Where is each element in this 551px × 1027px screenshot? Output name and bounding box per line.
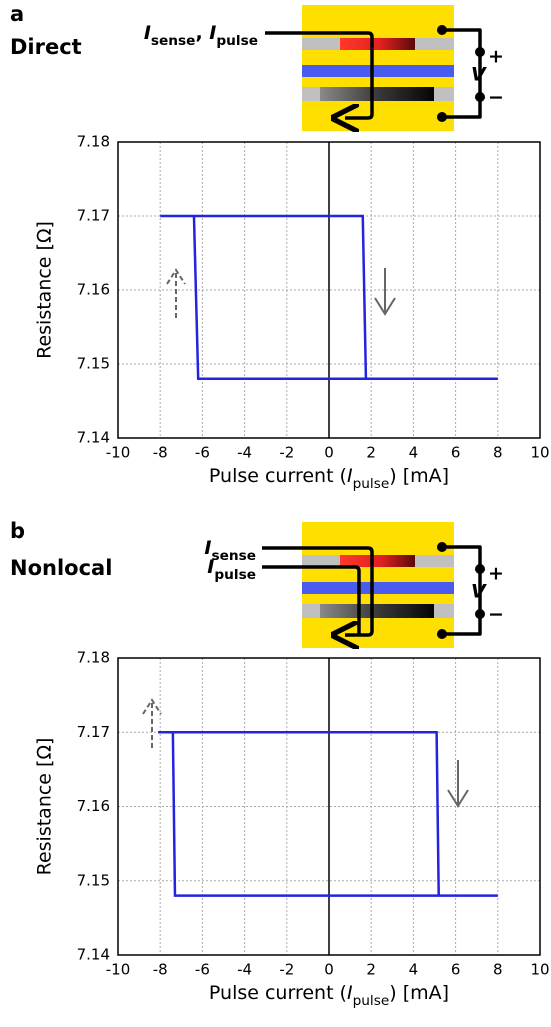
y-tick-label: 7.16 (77, 797, 110, 815)
label-part: ) [mA] (389, 982, 449, 1004)
x-tick-label: -6 (195, 961, 210, 979)
x-tick-label: -4 (237, 444, 252, 462)
switch-arrow-up (166, 268, 186, 318)
label-part: sense (151, 33, 196, 49)
current-wire (262, 565, 361, 635)
layer-bottom-magnet (320, 604, 434, 618)
x-tick-label: 8 (493, 444, 503, 462)
label-part: I (144, 22, 151, 44)
label-part: I (347, 982, 353, 1004)
layer-blue (302, 582, 454, 594)
voltage-wire (442, 28, 482, 119)
label-part: Pulse current ( (209, 465, 347, 487)
x-tick-label: 6 (451, 961, 461, 979)
x-tick-label: -10 (106, 444, 131, 462)
hysteresis-loop (158, 731, 498, 897)
x-tick-label: -8 (153, 961, 168, 979)
label-part: sense (211, 548, 256, 564)
voltage-wire (442, 545, 482, 636)
contact (475, 92, 485, 102)
label-part: I (209, 22, 216, 44)
current-wire (262, 546, 374, 635)
minus-label: − (488, 604, 504, 626)
label-part: Pulse current ( (209, 982, 347, 1004)
contact (475, 47, 485, 57)
x-tick-label: 4 (409, 961, 419, 979)
label-part: pulse (216, 33, 258, 49)
label-part: I (207, 556, 214, 578)
layer-top-magnet (340, 38, 415, 50)
layer-top-magnet (340, 555, 415, 567)
switch-arrow-down (374, 268, 396, 316)
x-tick-label: 10 (530, 444, 549, 462)
minus-label: − (488, 87, 504, 109)
x-tick-label: 4 (409, 444, 419, 462)
y-tick-label: 7.14 (77, 946, 110, 964)
current-label: Isense, Ipulse (144, 22, 258, 50)
contact (437, 112, 447, 122)
x-tick-label: -2 (279, 444, 294, 462)
contact (437, 542, 447, 552)
current-label: Ipulse (207, 556, 256, 584)
contact (437, 629, 447, 639)
label-part: pulse (214, 567, 256, 583)
layer-blue (302, 65, 454, 77)
x-tick-label: 0 (324, 444, 334, 462)
label-part: I (347, 465, 353, 487)
label-part: I (204, 537, 211, 559)
contact (437, 25, 447, 35)
x-tick-label: 2 (366, 444, 376, 462)
label-part: pulse (353, 476, 390, 492)
y-tick-label: 7.18 (77, 649, 110, 667)
switch-arrow-down (447, 760, 469, 808)
voltage-label: V (471, 581, 487, 603)
hysteresis-loop (160, 214, 498, 381)
plus-label: + (488, 46, 504, 68)
contact (475, 609, 485, 619)
contact (475, 564, 485, 574)
x-tick-label: 0 (324, 961, 334, 979)
plus-label: + (488, 563, 504, 585)
label-part: pulse (353, 993, 390, 1009)
x-axis-label: Pulse current (Ipulse) [mA] (209, 465, 449, 493)
y-tick-label: 7.18 (77, 133, 110, 151)
y-tick-label: 7.16 (77, 281, 110, 299)
label-part: , (195, 22, 209, 44)
device-diagram: +V− Isense, Ipulse (144, 5, 504, 131)
x-tick-label: -10 (106, 961, 131, 979)
y-axis-label: Resistance [Ω] (34, 738, 56, 876)
x-tick-label: -6 (195, 444, 210, 462)
layer-bottom-magnet (320, 87, 434, 101)
panel-label: a (10, 2, 24, 26)
panel-title: Direct (10, 35, 82, 59)
y-tick-label: 7.15 (77, 355, 110, 373)
y-tick-label: 7.17 (77, 207, 110, 225)
y-tick-label: 7.15 (77, 871, 110, 889)
x-tick-label: -8 (153, 444, 168, 462)
x-tick-label: 10 (530, 961, 549, 979)
current-label: Isense (204, 537, 256, 565)
current-wire (265, 31, 374, 118)
y-tick-label: 7.14 (77, 429, 110, 447)
x-tick-label: 2 (366, 961, 376, 979)
voltage-label: V (471, 64, 487, 86)
panel-label: b (10, 519, 25, 543)
y-axis-label: Resistance [Ω] (34, 221, 56, 359)
x-axis-label: Pulse current (Ipulse) [mA] (209, 982, 449, 1010)
x-tick-label: -4 (237, 961, 252, 979)
panel-title: Nonlocal (10, 556, 112, 580)
switch-arrow-up (142, 698, 162, 748)
y-tick-label: 7.17 (77, 723, 110, 741)
x-tick-label: -2 (279, 961, 294, 979)
x-tick-label: 6 (451, 444, 461, 462)
label-part: ) [mA] (389, 465, 449, 487)
x-tick-label: 8 (493, 961, 503, 979)
